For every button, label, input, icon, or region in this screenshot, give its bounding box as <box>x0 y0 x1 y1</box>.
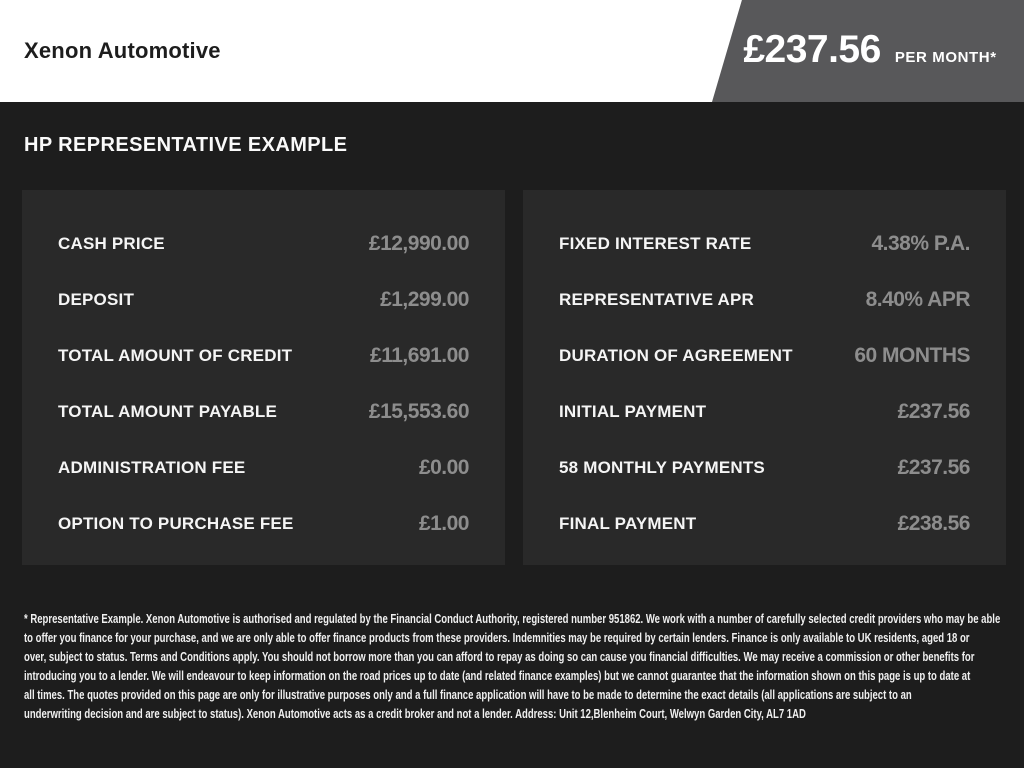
finance-row: TOTAL AMOUNT OF CREDIT £11,691.00 <box>58 328 469 384</box>
finance-row: FINAL PAYMENT £238.56 <box>559 496 971 552</box>
finance-row-label: FINAL PAYMENT <box>559 514 697 533</box>
monthly-price-amount: £237.56 <box>743 28 881 71</box>
finance-row-label: CASH PRICE <box>58 234 165 253</box>
disclaimer-text: * Representative Example. Xenon Automoti… <box>24 612 1001 721</box>
finance-row-label: OPTION TO PURCHASE FEE <box>58 514 294 533</box>
finance-row: DURATION OF AGREEMENT 60 MONTHS <box>559 328 970 384</box>
monthly-price-badge: £237.56 PER MONTH* <box>711 0 1024 102</box>
finance-row-label: INITIAL PAYMENT <box>559 402 707 421</box>
finance-row-value: £11,691.00 <box>370 344 469 367</box>
page-title: HP REPRESENTATIVE EXAMPLE <box>24 134 348 156</box>
finance-row: TOTAL AMOUNT PAYABLE £15,553.60 <box>58 384 470 440</box>
finance-row-value: 8.40% APR <box>865 288 971 311</box>
finance-row-value: £237.56 <box>897 400 971 423</box>
finance-panel-left: CASH PRICE £12,990.00 DEPOSIT £1,299.00 … <box>22 190 505 565</box>
top-header: Xenon Automotive £237.56 PER MONTH* <box>0 0 1024 102</box>
finance-row-value: £238.56 <box>897 512 971 535</box>
finance-row-label: DURATION OF AGREEMENT <box>559 346 793 365</box>
finance-row: ADMINISTRATION FEE £0.00 <box>58 440 470 496</box>
finance-row-value: 60 MONTHS <box>854 344 970 367</box>
finance-row-label: 58 MONTHLY PAYMENTS <box>559 458 765 477</box>
finance-row-value: £1.00 <box>418 512 470 535</box>
finance-example-section: HP REPRESENTATIVE EXAMPLE CASH PRICE £12… <box>0 102 1024 768</box>
finance-row-value: 4.38% P.A. <box>871 232 970 255</box>
finance-row-value: £237.56 <box>897 456 971 479</box>
finance-row-label: FIXED INTEREST RATE <box>559 234 752 253</box>
finance-row-label: DEPOSIT <box>58 290 135 309</box>
finance-panel-right: FIXED INTEREST RATE 4.38% P.A. REPRESENT… <box>523 190 1006 565</box>
finance-row: CASH PRICE £12,990.00 <box>58 216 470 272</box>
monthly-price-suffix: PER MONTH* <box>894 49 997 66</box>
finance-row-value: £1,299.00 <box>380 288 469 311</box>
finance-row: 58 MONTHLY PAYMENTS £237.56 <box>559 440 971 496</box>
finance-row: DEPOSIT £1,299.00 <box>58 272 469 328</box>
finance-row-value: £15,553.60 <box>368 400 470 423</box>
finance-row: INITIAL PAYMENT £237.56 <box>559 384 971 440</box>
finance-row: REPRESENTATIVE APR 8.40% APR <box>559 272 971 328</box>
finance-row-label: TOTAL AMOUNT PAYABLE <box>58 402 278 421</box>
finance-row: FIXED INTEREST RATE 4.38% P.A. <box>559 216 970 272</box>
brand-name: Xenon Automotive <box>24 38 221 63</box>
finance-row: OPTION TO PURCHASE FEE £1.00 <box>58 496 470 552</box>
finance-row-label: TOTAL AMOUNT OF CREDIT <box>58 346 293 365</box>
finance-row-value: £12,990.00 <box>368 232 470 255</box>
finance-row-label: REPRESENTATIVE APR <box>559 290 755 309</box>
finance-row-label: ADMINISTRATION FEE <box>58 458 246 477</box>
finance-row-value: £0.00 <box>418 456 470 479</box>
